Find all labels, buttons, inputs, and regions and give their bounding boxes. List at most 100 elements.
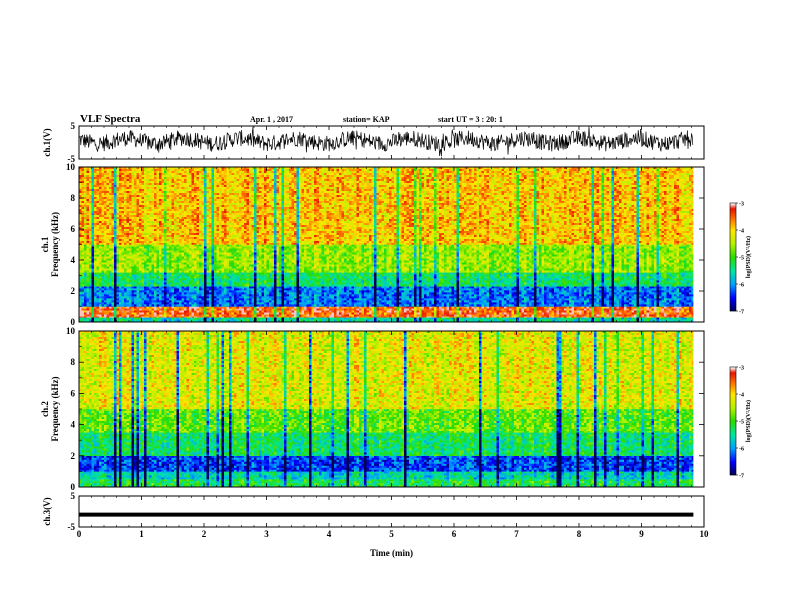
- ch1-spectrogram-cell: [101, 306, 105, 309]
- ch1-spectrogram-cell: [219, 284, 222, 287]
- ch1-spectrogram-cell: [119, 169, 122, 172]
- ch1-spectrogram-cell: [214, 223, 217, 226]
- ch1-spectrogram-cell: [221, 264, 225, 267]
- ch1-spectrogram-cell: [154, 276, 157, 279]
- ch1-spectrogram-cell: [211, 312, 215, 315]
- ch1-spectrogram-cell: [226, 187, 230, 190]
- ch1-spectrogram-cell: [156, 319, 160, 322]
- ch1-spectrogram-cell: [141, 256, 145, 259]
- ch1-spectrogram-cell: [159, 270, 162, 273]
- ch1-spectrogram-cell: [79, 243, 82, 245]
- ch1-spectrogram-cell: [129, 241, 132, 244]
- ch1-spectrogram-cell: [201, 276, 205, 279]
- ch1-spectrogram-cell: [196, 250, 200, 253]
- ch1-spectrogram-cell: [111, 274, 115, 277]
- ch1-spectrogram-cell: [199, 191, 202, 194]
- ch1-spectrogram-cell: [134, 185, 137, 188]
- ch1-spectrogram-cell: [194, 241, 197, 244]
- ch1-spectrogram-cell: [124, 221, 127, 224]
- ch1-spectrogram-cell: [201, 272, 205, 275]
- ch1-spectrogram-cell: [116, 177, 120, 180]
- ch1-spectrogram-cell: [99, 225, 102, 228]
- ch1-spectrogram-cell: [189, 317, 192, 320]
- ch1-spectrogram-cell: [154, 241, 157, 244]
- ch1-spectrogram-cell: [211, 260, 215, 263]
- ch1-spectrogram-cell: [176, 211, 180, 214]
- ch1-spectrogram-cell: [184, 272, 187, 275]
- ch1-spectrogram-cell: [86, 260, 90, 263]
- ch1-spectrogram-cell: [139, 288, 142, 291]
- ch1-spectrogram-cell: [119, 187, 122, 190]
- ch1-spectrogram-cell: [136, 213, 140, 216]
- ch1-spectrogram-cell: [194, 219, 197, 222]
- ch1-spectrogram-cell: [199, 169, 202, 172]
- ch1-spectrogram-cell: [199, 185, 202, 188]
- ch1-spectrogram-cell: [219, 219, 222, 222]
- ch1-spectrogram-cell: [179, 292, 182, 295]
- ch1-spectrogram-cell: [126, 205, 130, 208]
- ch1-spectrogram-cell: [144, 260, 147, 263]
- ch1-spectrogram-cell: [229, 227, 232, 230]
- ch1-spectrogram-cell: [149, 205, 152, 208]
- ch1-spectrogram-cell: [101, 280, 105, 283]
- ch1-spectrogram-cell: [221, 319, 225, 322]
- ch1-spectrogram-cell: [144, 284, 147, 287]
- ch1-spectrogram-cell: [104, 298, 107, 301]
- ch1-spectrogram-cell: [116, 203, 120, 206]
- ch1-spectrogram-cell: [129, 300, 132, 303]
- ch1-spectrogram-cell: [89, 248, 92, 251]
- ch1-spectrogram-cell: [154, 195, 157, 198]
- ch1-spectrogram-cell: [109, 171, 112, 174]
- ch1-spectrogram-cell: [89, 319, 92, 322]
- ch1-spectrogram-cell: [186, 246, 190, 249]
- ch1-spectrogram-cell: [129, 317, 132, 320]
- ch1-spectrogram-cell: [84, 219, 87, 222]
- ch1-spectrogram-cell: [109, 223, 112, 226]
- ch1-spectrogram-cell: [91, 209, 95, 212]
- ch1-spectrogram-cell: [174, 171, 177, 174]
- ch1-spectrogram-cell: [181, 169, 185, 172]
- ch1-spectrogram-cell: [91, 215, 95, 218]
- ch1-spectrogram-cell: [146, 211, 150, 214]
- ch1-spectrogram-cell: [159, 217, 162, 220]
- ch1-spectrogram-cell: [174, 280, 177, 283]
- ch1-spectrogram-cell: [219, 270, 222, 273]
- ch1-spectrogram-cell: [176, 298, 180, 301]
- ch1-spectrogram-cell: [121, 314, 125, 317]
- ch1-spectrogram-cell: [214, 207, 217, 210]
- ch1-spectrogram-cell: [196, 227, 200, 230]
- ch1-spectrogram-cell: [156, 284, 160, 287]
- ch1-spectrogram-cell: [101, 300, 105, 303]
- ch1-spectrogram-cell: [154, 286, 157, 289]
- ch1-spectrogram-cell: [116, 306, 120, 309]
- ch1-spectrogram-cell: [174, 312, 177, 315]
- ch1-spectrogram-cell: [124, 167, 127, 170]
- ch1-spectrogram-cell: [214, 316, 217, 318]
- ch1-spectrogram-cell: [131, 189, 135, 192]
- ch1-spectrogram-cell: [121, 248, 125, 251]
- ch1-spectrogram-cell: [131, 221, 135, 224]
- ch1-spectrogram-cell: [129, 296, 132, 299]
- ch1-spectrogram-cell: [129, 239, 132, 242]
- ch1-spectrogram-cell: [191, 235, 195, 238]
- ch1-spectrogram-cell: [126, 258, 130, 261]
- ch1-spectrogram-cell: [104, 211, 107, 214]
- ch1-spectrogram-cell: [154, 250, 157, 253]
- ch1-spectrogram-cell: [144, 209, 147, 212]
- ch1-spectrogram-cell: [154, 294, 157, 297]
- ch1-spectrogram-cell: [224, 288, 227, 291]
- ch1-spectrogram-cell: [139, 268, 142, 271]
- ch1-spectrogram-cell: [149, 292, 152, 295]
- ch1-spectrogram-cell: [146, 237, 150, 240]
- ch1-spectrogram-cell: [94, 317, 97, 320]
- ch1-spectrogram-cell: [149, 181, 152, 184]
- ch1-spectrogram-cell: [89, 268, 92, 271]
- ch1-spectrogram-cell: [206, 235, 210, 238]
- ch1-spectrogram-cell: [186, 314, 190, 317]
- ch1-spectrogram-cell: [184, 290, 187, 293]
- ch1-spectrogram-cell: [114, 284, 117, 287]
- ch1-spectrogram-cell: [136, 252, 140, 255]
- ch1-spectrogram-cell: [156, 213, 160, 216]
- ch1-spectrogram-cell: [89, 298, 92, 301]
- ch1-spectrogram-cell: [171, 274, 175, 277]
